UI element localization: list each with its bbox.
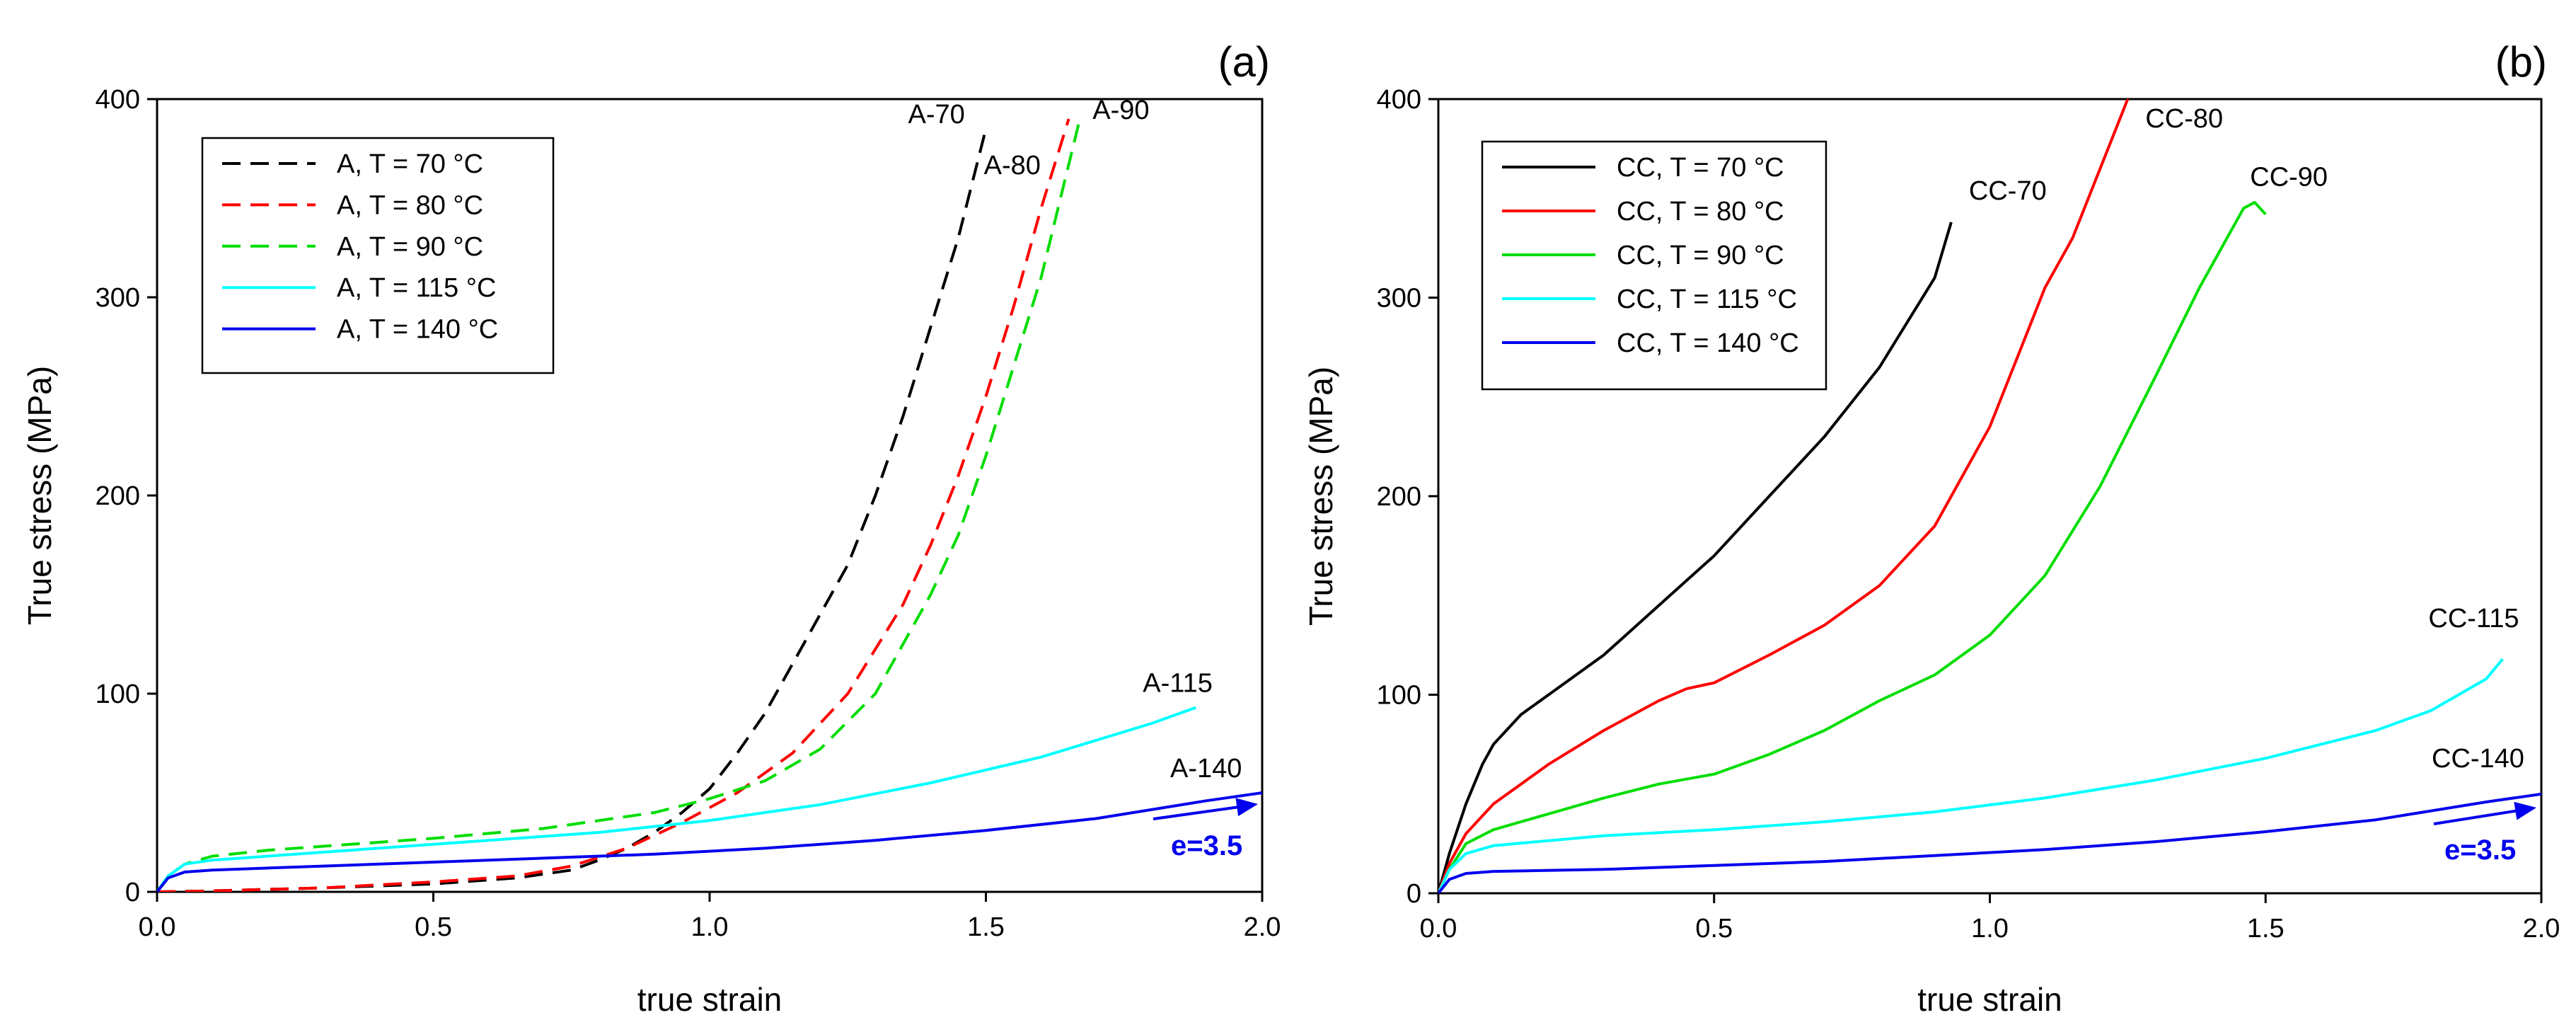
x-axis-title: true strain [637, 981, 782, 1018]
series-line-cc-80 [1438, 99, 2130, 893]
legend-entry-label: A, T = 90 °C [337, 232, 483, 262]
curve-label: A-115 [1143, 669, 1213, 699]
series-line-a-80 [157, 118, 1070, 892]
legend: CC, T = 70 °C CC, T = 80 °C CC, T = 90 °C C… [1481, 140, 1827, 391]
x-tick-label: 1.5 [2247, 914, 2285, 944]
legend-entry-label: CC, T = 80 °C [1617, 197, 1784, 227]
y-tick-label: 200 [1377, 482, 1421, 512]
legend-entry-label: A, T = 80 °C [337, 190, 483, 220]
series-line-cc-90 [1438, 200, 2267, 893]
legend-box [201, 137, 555, 374]
y-axis-title: True stress (MPa) [21, 366, 58, 625]
strain-annotation: e=3.5 [2444, 835, 2516, 866]
series-group [1438, 99, 2541, 893]
legend: A, T = 70 °C A, T = 80 °C A, T = 90 °C A, T… [201, 137, 555, 374]
chart-panel-b: 0.0 0.5 1.0 1.5 2.0 0 100 200 300 400 true strain T… [1303, 38, 2560, 1018]
chart-panel-a: 0.0 0.5 1.0 1.5 2.0 0 100 200 300 400 true strain T… [21, 38, 1281, 1018]
y-tick-label: 0 [1407, 879, 1421, 909]
panel-label: (b) [2495, 38, 2547, 86]
panel-label: (a) [1218, 38, 1270, 86]
legend-entry-label: CC, T = 90 °C [1617, 241, 1784, 270]
y-tick-label: 200 [96, 481, 140, 511]
curve-label: A-70 [908, 100, 965, 130]
series-group [157, 118, 1262, 892]
curve-label: CC-80 [2145, 104, 2223, 134]
x-tick-label: 1.5 [967, 912, 1005, 942]
legend-entry-label: A, T = 70 °C [337, 149, 483, 179]
y-tick-label: 400 [1377, 85, 1421, 115]
curve-label: CC-140 [2432, 744, 2524, 774]
y-tick-label: 300 [1377, 284, 1421, 314]
legend-entry-label: A, T = 115 °C [337, 273, 496, 303]
x-axis-title: true strain [1917, 981, 2062, 1018]
y-axis-title: True stress (MPa) [1303, 367, 1339, 626]
curve-label: A-140 [1170, 754, 1242, 784]
series-line-cc-140 [1438, 792, 2541, 893]
arrow-head-icon [1235, 798, 1258, 817]
curve-label: CC-70 [1969, 176, 2047, 206]
x-tick-label: 0.5 [415, 912, 452, 942]
series-line-cc-70 [1438, 222, 1953, 893]
legend-entry-label: A, T = 140 °C [337, 315, 498, 345]
arrow-icon [2433, 808, 2529, 825]
x-tick-label: 2.0 [1244, 912, 1281, 942]
curve-label: A-80 [984, 151, 1041, 180]
series-line-a-90 [157, 118, 1082, 892]
series-line-a-115 [157, 706, 1196, 892]
series-line-a-140 [157, 791, 1262, 892]
y-tick-label: 100 [96, 680, 140, 709]
curve-label: CC-115 [2428, 604, 2519, 633]
x-tick-label: 0.5 [1695, 914, 1733, 944]
x-tick-label: 1.0 [691, 912, 729, 942]
strain-annotation: e=3.5 [1171, 830, 1242, 861]
y-tick-label: 300 [96, 283, 140, 313]
series-line-cc-115 [1438, 658, 2504, 893]
legend-entry-label: CC, T = 70 °C [1617, 153, 1784, 183]
y-tick-label: 100 [1377, 681, 1421, 711]
x-tick-label: 2.0 [2523, 914, 2560, 944]
series-line-a-70 [157, 128, 988, 892]
y-tick-label: 400 [96, 85, 140, 115]
curve-label: A-90 [1092, 96, 1149, 125]
x-tick-label: 0.0 [1420, 914, 1457, 944]
legend-entry-label: CC, T = 115 °C [1617, 285, 1797, 314]
x-tick-label: 1.0 [1971, 914, 2009, 944]
legend-box [1481, 140, 1827, 391]
x-tick-label: 0.0 [139, 912, 176, 942]
arrow-icon [1153, 804, 1250, 820]
y-tick-label: 0 [125, 878, 140, 907]
arrow-head-icon [2514, 801, 2536, 820]
legend-entry-label: CC, T = 140 °C [1617, 328, 1799, 358]
curve-label: CC-90 [2250, 163, 2328, 193]
